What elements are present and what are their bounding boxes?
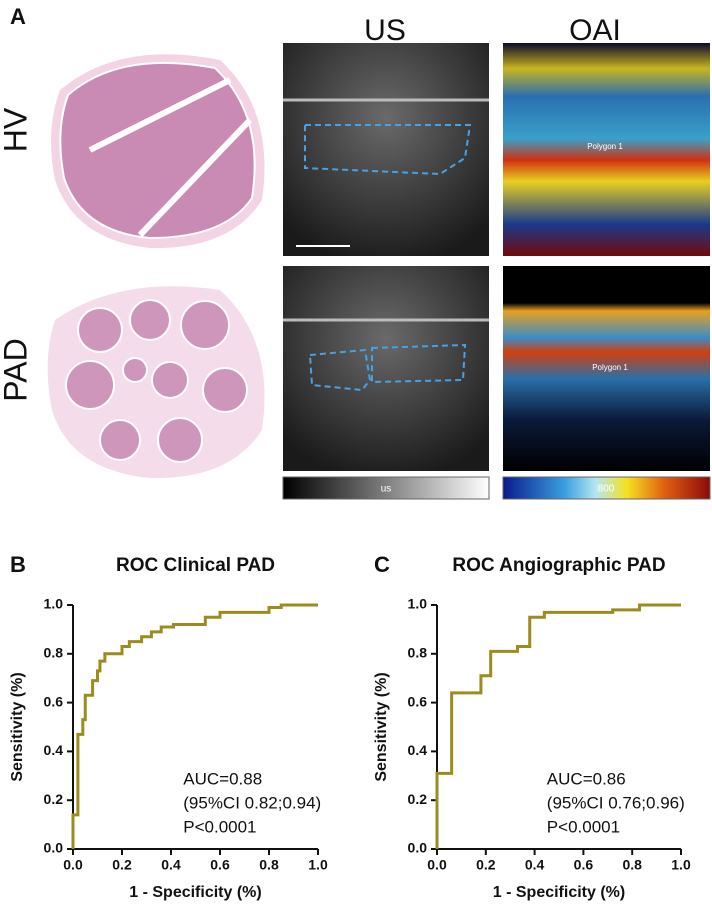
- colorbar: [282, 476, 490, 500]
- column-label: US: [364, 14, 406, 47]
- roi: [308, 348, 372, 392]
- annotation: P<0.0001: [547, 817, 620, 836]
- x-axis-label: 1 - Specificity (%): [129, 884, 261, 901]
- roi-label: Polygon 1: [587, 142, 623, 151]
- colorbar-label: 800: [598, 484, 615, 495]
- x-tick-label: 1.0: [671, 857, 691, 873]
- colorbar-label: us: [381, 484, 392, 495]
- x-tick-label: 0.0: [427, 857, 447, 873]
- x-tick-label: 0.4: [161, 857, 181, 873]
- annotation: AUC=0.86: [547, 769, 626, 788]
- roc-line: [71, 603, 318, 849]
- y-tick-label: 0.8: [44, 645, 64, 661]
- histology-pad: [47, 286, 265, 479]
- y-tick-label: 0.6: [44, 693, 64, 709]
- annotation: AUC=0.88: [183, 769, 262, 788]
- annotation: P<0.0001: [183, 817, 256, 836]
- y-tick-label: 0.8: [408, 645, 428, 661]
- y-axis-label: Sensitivity (%): [373, 672, 390, 781]
- row-label: PAD: [0, 338, 33, 401]
- y-tick-label: 0.2: [44, 791, 64, 807]
- y-tick-label: 1.0: [408, 596, 428, 612]
- x-tick-label: 0.8: [622, 857, 642, 873]
- colorbar: [502, 476, 711, 500]
- panel-label: A: [10, 4, 26, 29]
- oai-image: [503, 43, 710, 256]
- y-axis-label: Sensitivity (%): [9, 672, 26, 781]
- x-axis-label: 1 - Specificity (%): [493, 884, 625, 901]
- roi: [371, 343, 467, 384]
- annotation: (95%CI 0.82;0.94): [183, 793, 321, 812]
- y-tick-label: 0.4: [408, 742, 428, 758]
- panel-a: A US OAI HV PAD Polygon 1 Polygon 1: [0, 4, 711, 500]
- y-tick-label: 1.0: [44, 596, 64, 612]
- roc-line: [435, 603, 681, 849]
- annotation: (95%CI 0.76;0.96): [547, 793, 685, 812]
- x-tick-label: 0.6: [210, 857, 230, 873]
- y-tick-label: 0.0: [44, 840, 64, 856]
- x-tick-label: 0.2: [112, 857, 132, 873]
- x-tick-label: 0.0: [63, 857, 83, 873]
- oai-image: [503, 266, 710, 471]
- row-label: HV: [0, 107, 33, 152]
- column-label: OAI: [569, 14, 621, 47]
- x-tick-label: 0.4: [525, 857, 545, 873]
- chart-title: ROC Angiographic PAD: [452, 555, 665, 576]
- y-tick-label: 0.4: [44, 742, 64, 758]
- y-tick-label: 0.0: [408, 840, 428, 856]
- y-tick-label: 0.6: [408, 693, 428, 709]
- chart-title: ROC Clinical PAD: [116, 555, 275, 576]
- us-image: [283, 43, 489, 256]
- x-tick-label: 0.6: [574, 857, 594, 873]
- panel-label: C: [374, 552, 390, 577]
- us-image: [283, 266, 489, 471]
- x-tick-label: 0.2: [476, 857, 496, 873]
- histology-hv: [51, 54, 265, 249]
- x-tick-label: 0.8: [259, 857, 279, 873]
- panel-label: B: [10, 552, 26, 577]
- y-tick-label: 0.2: [408, 791, 428, 807]
- roi-label: Polygon 1: [592, 363, 628, 372]
- x-tick-label: 1.0: [308, 857, 328, 873]
- roi: [304, 124, 472, 176]
